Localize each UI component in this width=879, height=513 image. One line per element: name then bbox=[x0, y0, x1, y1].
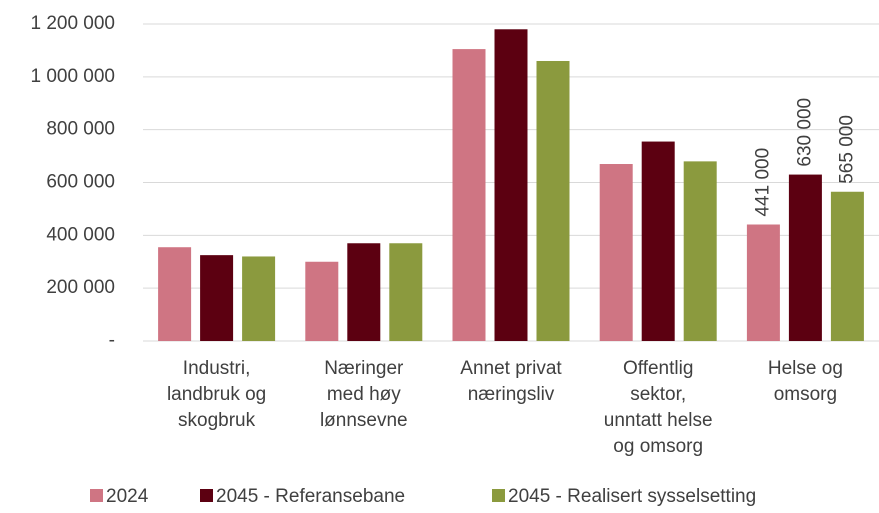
legend-label: 2045 - Realisert sysselsetting bbox=[508, 486, 756, 507]
y-tick-label: 600 000 bbox=[46, 172, 115, 193]
bar bbox=[683, 161, 717, 341]
value-label: 441 000 bbox=[752, 148, 773, 217]
x-tick-label: Industri, landbruk og skogbruk bbox=[167, 358, 266, 431]
y-tick-label: - bbox=[109, 330, 115, 351]
bar bbox=[200, 255, 234, 341]
y-tick-label: 400 000 bbox=[46, 224, 115, 245]
bar bbox=[242, 256, 276, 341]
bar bbox=[347, 243, 381, 341]
x-tick-label: Helse og omsorg bbox=[768, 358, 843, 405]
value-label: 630 000 bbox=[794, 98, 815, 167]
x-tick-label: Næringer med høy lønnsevne bbox=[320, 358, 408, 431]
value-label: 565 000 bbox=[836, 115, 857, 184]
y-tick-label: 1 000 000 bbox=[30, 66, 115, 87]
legend-label: 2045 - Referansebane bbox=[216, 486, 405, 507]
bar bbox=[536, 60, 570, 341]
bar bbox=[641, 141, 675, 341]
legend-swatch bbox=[492, 489, 505, 502]
bar bbox=[389, 243, 423, 341]
legend-swatch bbox=[90, 489, 103, 502]
bar bbox=[830, 191, 864, 341]
bar bbox=[452, 49, 486, 342]
legend-swatch bbox=[200, 489, 213, 502]
legend-label: 2024 bbox=[106, 486, 149, 507]
bar bbox=[494, 29, 528, 342]
bar bbox=[158, 247, 192, 341]
bar bbox=[746, 224, 780, 341]
x-tick-label: Offentlig sektor, unntatt helse og omsorg bbox=[604, 358, 713, 457]
bar bbox=[305, 261, 339, 341]
bar bbox=[599, 164, 633, 341]
bar bbox=[788, 174, 822, 341]
y-tick-label: 1 200 000 bbox=[30, 13, 115, 34]
y-tick-label: 800 000 bbox=[46, 119, 115, 140]
y-tick-label: 200 000 bbox=[46, 277, 115, 298]
x-tick-label: Annet privat næringsliv bbox=[460, 358, 562, 405]
